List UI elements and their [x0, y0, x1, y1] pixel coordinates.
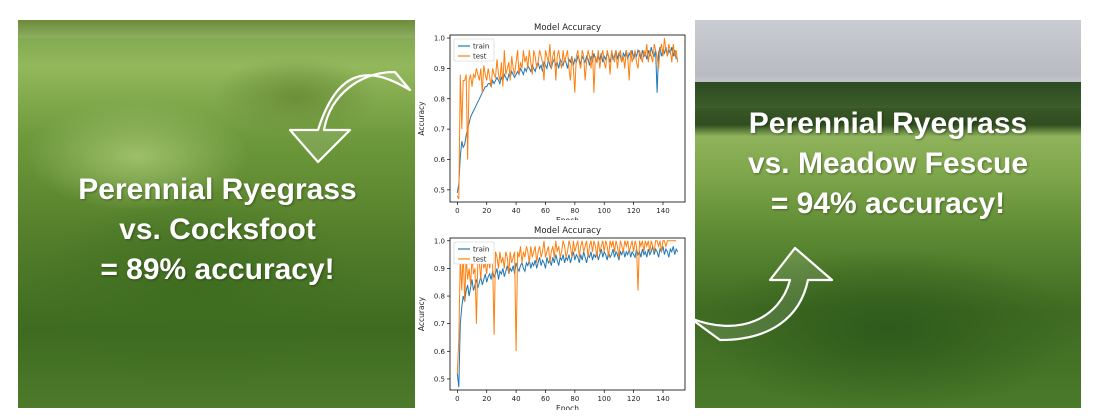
- legend-label-test: test: [473, 53, 487, 61]
- y-axis-label: Accuracy: [417, 101, 426, 136]
- legend-label-train: train: [473, 43, 489, 51]
- y-tick-label: 0.8: [434, 293, 445, 301]
- x-tick-label: 60: [541, 207, 550, 215]
- x-tick-label: 120: [627, 395, 640, 403]
- y-axis-label: Accuracy: [417, 296, 426, 331]
- x-axis-label: Epoch: [556, 404, 579, 410]
- x-tick-label: 80: [570, 207, 579, 215]
- y-tick-label: 0.7: [434, 126, 445, 134]
- x-tick-label: 0: [455, 207, 459, 215]
- field-photo-right: [695, 20, 1081, 408]
- x-tick-label: 80: [570, 395, 579, 403]
- field-photo-left: [18, 20, 415, 408]
- y-tick-label: 0.7: [434, 320, 445, 328]
- chart-title: Model Accuracy: [534, 23, 601, 33]
- x-tick-label: 60: [541, 395, 550, 403]
- x-tick-label: 20: [482, 395, 491, 403]
- right-caption: Perennial Ryegrass vs. Meadow Fescue = 9…: [700, 104, 1076, 224]
- accuracy-chart-bottom: Model Accuracy 0 20 40 60 80 100 120 140 0.5 0.6 0.…: [415, 225, 695, 410]
- x-tick-label: 0: [455, 395, 459, 403]
- x-tick-label: 40: [512, 207, 521, 215]
- accuracy-chart-top: Model Accuracy 0 20 40 60 80 100 120 140 0.5 0.6 0.…: [415, 20, 695, 220]
- curved-arrow-right-icon: [688, 246, 834, 342]
- x-tick-label: 40: [512, 395, 521, 403]
- y-tick-label: 0.9: [434, 65, 445, 73]
- legend-label-test: test: [473, 256, 487, 264]
- treeline: [695, 82, 1081, 108]
- y-tick-label: 1.0: [434, 237, 445, 245]
- left-caption: Perennial Ryegrass vs. Cocksfoot = 89% a…: [20, 170, 415, 290]
- y-tick-label: 0.5: [434, 375, 445, 383]
- y-tick-label: 0.8: [434, 95, 445, 103]
- x-tick-label: 20: [482, 207, 491, 215]
- series-line-train: [456, 46, 677, 193]
- series-line-test: [456, 37, 679, 200]
- right-caption-line-2: vs. Meadow Fescue: [747, 147, 1029, 180]
- x-axis-label: Epoch: [556, 216, 579, 220]
- chart-title: Model Accuracy: [534, 226, 601, 236]
- x-tick-label: 100: [598, 207, 611, 215]
- x-tick-label: 120: [627, 207, 640, 215]
- hedgerow: [18, 20, 415, 38]
- series-line-train: [456, 246, 679, 388]
- plot-frame: [449, 34, 686, 203]
- legend-label-train: train: [473, 246, 489, 254]
- y-tick-label: 1.0: [434, 35, 445, 43]
- right-caption-line-1: Perennial Ryegrass: [748, 107, 1028, 140]
- x-tick-label: 100: [598, 395, 611, 403]
- x-tick-label: 140: [656, 395, 669, 403]
- y-tick-label: 0.6: [434, 156, 446, 164]
- x-tick-label: 140: [656, 207, 669, 215]
- y-tick-label: 0.6: [434, 348, 446, 356]
- series-line-test: [456, 240, 677, 374]
- y-tick-label: 0.5: [434, 186, 445, 194]
- y-tick-label: 0.9: [434, 265, 445, 273]
- legend: train test: [453, 38, 495, 62]
- left-caption-line-3: = 89% accuracy!: [100, 253, 335, 286]
- left-caption-line-1: Perennial Ryegrass: [78, 173, 357, 206]
- left-caption-line-2: vs. Cocksfoot: [119, 213, 316, 246]
- right-caption-line-3: = 94% accuracy!: [770, 187, 1006, 220]
- legend: train test: [453, 241, 495, 265]
- curved-arrow-left-icon: [288, 70, 412, 164]
- plot-frame: [449, 237, 686, 391]
